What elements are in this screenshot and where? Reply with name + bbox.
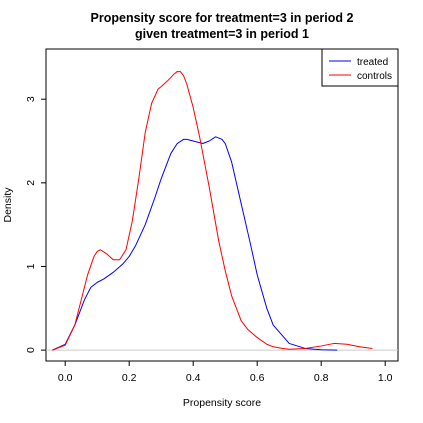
legend-label-treated: treated [357,57,388,68]
x-tick-label: 0.4 [186,372,201,384]
y-tick-label: 2 [25,180,37,186]
series-line-treated [52,136,338,351]
chart-title-line1: Propensity score for treatment=3 in peri… [91,11,354,25]
x-tick-label: 0.6 [250,372,265,384]
series-line-controls [52,71,373,351]
y-tick-label: 3 [25,96,37,102]
y-tick-label: 0 [25,347,37,353]
chart-title-line2: given treatment=3 in period 1 [135,27,309,41]
legend-box [321,48,399,87]
series-layer [52,71,373,351]
y-axis-label: Density [2,187,14,223]
x-tick-label: 0.0 [58,372,73,384]
plot-frame [45,48,399,362]
x-axis-label: Propensity score [183,397,261,409]
y-axis: 0 1 2 3 [25,96,46,353]
x-axis: 0.0 0.2 0.4 0.6 0.8 1.0 [58,361,393,384]
y-tick-label: 1 [25,263,37,269]
x-tick-label: 0.2 [122,372,137,384]
x-tick-label: 1.0 [378,372,393,384]
x-tick-label: 0.8 [314,372,329,384]
legend: treated controls [321,48,399,87]
legend-label-controls: controls [357,71,392,82]
